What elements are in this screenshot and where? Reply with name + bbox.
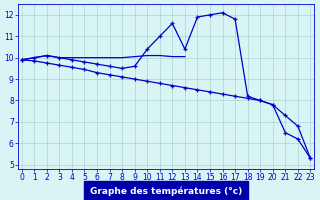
X-axis label: Graphe des températures (°c): Graphe des températures (°c) bbox=[90, 186, 242, 196]
